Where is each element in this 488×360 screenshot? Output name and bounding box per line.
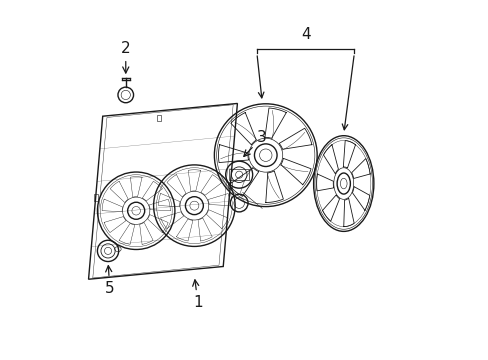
Text: 4: 4: [300, 27, 310, 42]
Bar: [93, 194, 98, 201]
Text: 5: 5: [105, 266, 114, 296]
Bar: [156, 114, 161, 121]
Bar: [228, 181, 232, 188]
Text: 1: 1: [192, 280, 203, 310]
Text: 3: 3: [244, 130, 266, 156]
Bar: [229, 169, 248, 180]
Text: 2: 2: [121, 41, 130, 73]
